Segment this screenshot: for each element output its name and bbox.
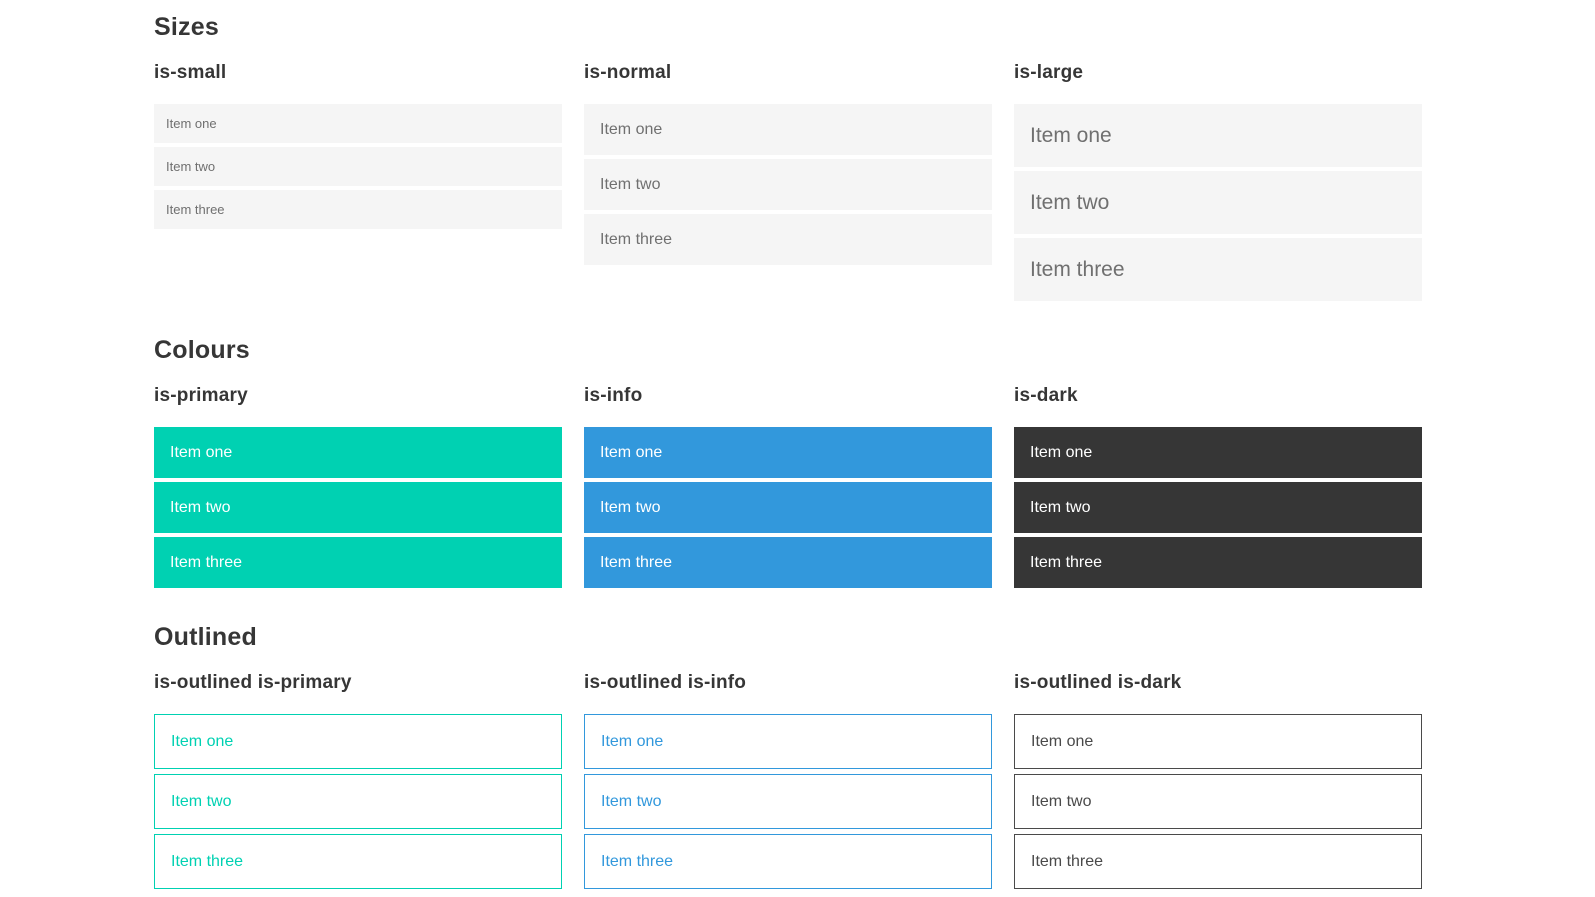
list-item[interactable]: Item three — [584, 537, 992, 588]
list-item[interactable]: Item two — [154, 147, 562, 186]
colours-columns: is-primary Item one Item two Item three … — [154, 384, 1595, 592]
list-item[interactable]: Item three — [1014, 834, 1422, 889]
list-is-large: Item one Item two Item three — [1014, 104, 1422, 301]
list-is-dark: Item one Item two Item three — [1014, 427, 1422, 588]
list-is-outlined-is-primary: Item one Item two Item three — [154, 714, 562, 889]
section-title-outlined: Outlined — [154, 623, 257, 651]
list-is-small: Item one Item two Item three — [154, 104, 562, 229]
list-item[interactable]: Item two — [1014, 774, 1422, 829]
list-item[interactable]: Item three — [1014, 238, 1422, 301]
column-title-is-outlined-is-dark: is-outlined is-dark — [1014, 672, 1182, 693]
column-is-small: is-small Item one Item two Item three — [154, 61, 562, 305]
list-item[interactable]: Item two — [154, 774, 562, 829]
list-item[interactable]: Item three — [154, 537, 562, 588]
column-is-large: is-large Item one Item two Item three — [1014, 61, 1422, 305]
sizes-columns: is-small Item one Item two Item three is… — [154, 61, 1595, 305]
list-item[interactable]: Item three — [154, 190, 562, 229]
column-title-is-small: is-small — [154, 62, 227, 83]
column-is-dark: is-dark Item one Item two Item three — [1014, 384, 1422, 592]
column-title-is-outlined-is-primary: is-outlined is-primary — [154, 672, 352, 693]
list-item[interactable]: Item one — [1014, 714, 1422, 769]
list-item[interactable]: Item one — [1014, 427, 1422, 478]
section-title-sizes: Sizes — [154, 13, 219, 41]
list-item[interactable]: Item one — [1014, 104, 1422, 167]
column-title-is-dark: is-dark — [1014, 385, 1078, 406]
column-is-normal: is-normal Item one Item two Item three — [584, 61, 992, 305]
list-is-outlined-is-info: Item one Item two Item three — [584, 714, 992, 889]
list-item[interactable]: Item two — [584, 159, 992, 210]
list-is-outlined-is-dark: Item one Item two Item three — [1014, 714, 1422, 889]
list-item[interactable]: Item three — [584, 214, 992, 265]
column-title-is-outlined-is-info: is-outlined is-info — [584, 672, 747, 693]
list-item[interactable]: Item one — [154, 427, 562, 478]
list-item[interactable]: Item three — [1014, 537, 1422, 588]
column-is-outlined-is-dark: is-outlined is-dark Item one Item two It… — [1014, 671, 1422, 894]
list-item[interactable]: Item one — [584, 427, 992, 478]
column-is-outlined-is-primary: is-outlined is-primary Item one Item two… — [154, 671, 562, 894]
list-item[interactable]: Item one — [154, 714, 562, 769]
column-is-info: is-info Item one Item two Item three — [584, 384, 992, 592]
column-title-is-info: is-info — [584, 385, 643, 406]
list-item[interactable]: Item one — [584, 714, 992, 769]
list-item[interactable]: Item three — [584, 834, 992, 889]
list-item[interactable]: Item three — [154, 834, 562, 889]
outlined-columns: is-outlined is-primary Item one Item two… — [154, 671, 1595, 894]
list-is-info: Item one Item two Item three — [584, 427, 992, 588]
list-is-primary: Item one Item two Item three — [154, 427, 562, 588]
list-item[interactable]: Item one — [584, 104, 992, 155]
list-item[interactable]: Item two — [1014, 171, 1422, 234]
column-title-is-large: is-large — [1014, 62, 1084, 83]
list-item[interactable]: Item two — [584, 482, 992, 533]
column-is-primary: is-primary Item one Item two Item three — [154, 384, 562, 592]
section-sizes: Sizes is-small Item one Item two Item th… — [154, 12, 1595, 305]
list-item[interactable]: Item two — [1014, 482, 1422, 533]
list-item[interactable]: Item two — [154, 482, 562, 533]
list-is-normal: Item one Item two Item three — [584, 104, 992, 265]
section-colours: Colours is-primary Item one Item two Ite… — [154, 335, 1595, 592]
section-title-colours: Colours — [154, 336, 250, 364]
column-is-outlined-is-info: is-outlined is-info Item one Item two It… — [584, 671, 992, 894]
list-item[interactable]: Item two — [584, 774, 992, 829]
column-title-is-primary: is-primary — [154, 385, 248, 406]
column-title-is-normal: is-normal — [584, 62, 672, 83]
list-item[interactable]: Item one — [154, 104, 562, 143]
section-outlined: Outlined is-outlined is-primary Item one… — [154, 622, 1595, 894]
